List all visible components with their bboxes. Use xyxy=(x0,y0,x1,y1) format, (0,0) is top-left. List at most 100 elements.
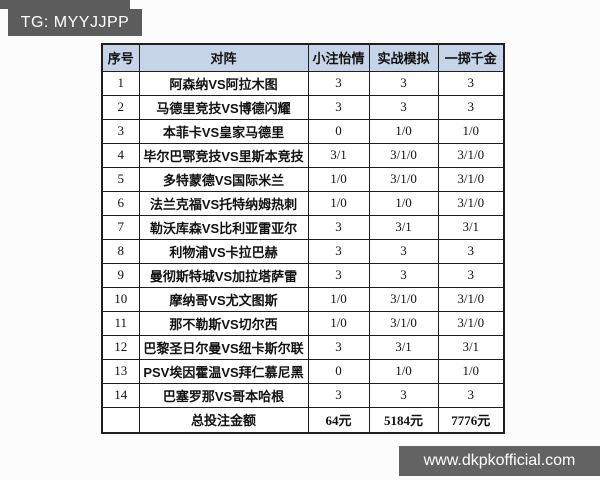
row-matchup: 那不勒斯VS切尔西 xyxy=(138,310,309,336)
row-small-bet: 3 xyxy=(307,238,370,264)
table-row: 9 曼彻斯特城VS加拉塔萨雷 3 3 3 xyxy=(101,262,505,288)
col-header-simulation: 实战模拟 xyxy=(368,43,439,72)
table-row: 14 巴塞罗那VS哥本哈根 3 3 3 xyxy=(101,382,505,408)
total-simulation: 5184元 xyxy=(368,406,439,434)
table-row: 8 利物浦VS卡拉巴赫 3 3 3 xyxy=(101,238,505,264)
row-big-bet: 3/1/0 xyxy=(437,190,505,216)
col-header-small-bet: 小注怡情 xyxy=(307,43,370,72)
table-row: 11 那不勒斯VS切尔西 1/0 3/1/0 3/1/0 xyxy=(101,310,505,336)
row-matchup: 摩纳哥VS尤文图斯 xyxy=(138,286,309,312)
total-big-bet: 7776元 xyxy=(437,406,505,434)
row-small-bet: 0 xyxy=(307,118,370,144)
row-simulation: 3/1/0 xyxy=(368,142,439,168)
row-matchup: 曼彻斯特城VS加拉塔萨雷 xyxy=(138,262,309,288)
table-row: 3 本菲卡VS皇家马德里 0 1/0 1/0 xyxy=(101,118,505,144)
row-matchup: 勒沃库森VS比利亚雷亚尔 xyxy=(138,214,309,240)
row-index: 12 xyxy=(101,334,140,360)
table-row: 1 阿森纳VS阿拉木图 3 3 3 xyxy=(101,70,505,96)
row-small-bet: 3 xyxy=(307,262,370,288)
row-matchup: 多特蒙德VS国际米兰 xyxy=(138,166,309,192)
row-small-bet: 1/0 xyxy=(307,286,370,312)
table-row: 6 法兰克福VS托特纳姆热刺 1/0 1/0 3/1/0 xyxy=(101,190,505,216)
telegram-badge: TG: MYYJJPP xyxy=(8,9,142,36)
row-big-bet: 3/1/0 xyxy=(437,286,505,312)
row-matchup: 巴塞罗那VS哥本哈根 xyxy=(138,382,309,408)
row-index: 9 xyxy=(101,262,140,288)
total-small-bet: 64元 xyxy=(307,406,370,434)
row-index: 4 xyxy=(101,142,140,168)
row-simulation: 3/1 xyxy=(368,334,439,360)
col-header-big-bet: 一掷千金 xyxy=(437,43,505,72)
row-matchup: 马德里竞技VS博德闪耀 xyxy=(138,94,309,120)
row-index: 3 xyxy=(101,118,140,144)
col-header-index: 序号 xyxy=(101,43,140,72)
total-empty-cell xyxy=(101,406,140,434)
watermark-bar: www.dkpkofficial.com xyxy=(399,446,600,476)
table-row: 4 毕尔巴鄂竞技VS里斯本竞技 3/1 3/1/0 3/1/0 xyxy=(101,142,505,168)
row-small-bet: 3 xyxy=(307,334,370,360)
row-index: 6 xyxy=(101,190,140,216)
row-small-bet: 1/0 xyxy=(307,190,370,216)
row-big-bet: 1/0 xyxy=(437,358,505,384)
row-matchup: 毕尔巴鄂竞技VS里斯本竞技 xyxy=(138,142,309,168)
row-matchup: 本菲卡VS皇家马德里 xyxy=(138,118,309,144)
row-small-bet: 0 xyxy=(307,358,370,384)
row-big-bet: 3 xyxy=(437,70,505,96)
row-small-bet: 3 xyxy=(307,382,370,408)
row-index: 5 xyxy=(101,166,140,192)
table-row: 12 巴黎圣日尔曼VS纽卡斯尔联 3 3/1 3/1 xyxy=(101,334,505,360)
total-row: 总投注金额 64元 5184元 7776元 xyxy=(101,406,505,434)
row-simulation: 1/0 xyxy=(368,190,439,216)
row-big-bet: 3 xyxy=(437,262,505,288)
bets-table: 序号 对阵 小注怡情 实战模拟 一掷千金 1 阿森纳VS阿拉木图 3 3 3 2 马德里竞技… xyxy=(101,43,505,434)
row-index: 8 xyxy=(101,238,140,264)
row-matchup: 利物浦VS卡拉巴赫 xyxy=(138,238,309,264)
row-simulation: 3 xyxy=(368,262,439,288)
watermark-url: www.dkpkofficial.com xyxy=(423,452,576,469)
row-small-bet: 1/0 xyxy=(307,310,370,336)
row-index: 7 xyxy=(101,214,140,240)
row-matchup: 法兰克福VS托特纳姆热刺 xyxy=(138,190,309,216)
row-simulation: 3 xyxy=(368,382,439,408)
row-simulation: 3/1/0 xyxy=(368,310,439,336)
table-row: 5 多特蒙德VS国际米兰 1/0 3/1/0 3/1/0 xyxy=(101,166,505,192)
row-simulation: 1/0 xyxy=(368,118,439,144)
row-big-bet: 3/1/0 xyxy=(437,142,505,168)
row-small-bet: 3 xyxy=(307,214,370,240)
table-row: 2 马德里竞技VS博德闪耀 3 3 3 xyxy=(101,94,505,120)
row-simulation: 3 xyxy=(368,70,439,96)
row-matchup: 阿森纳VS阿拉木图 xyxy=(138,70,309,96)
col-header-matchup: 对阵 xyxy=(138,43,309,72)
row-big-bet: 3/1 xyxy=(437,334,505,360)
row-simulation: 3/1/0 xyxy=(368,166,439,192)
row-index: 2 xyxy=(101,94,140,120)
row-small-bet: 3/1 xyxy=(307,142,370,168)
table-row: 7 勒沃库森VS比利亚雷亚尔 3 3/1 3/1 xyxy=(101,214,505,240)
row-small-bet: 3 xyxy=(307,70,370,96)
row-big-bet: 3 xyxy=(437,382,505,408)
row-index: 1 xyxy=(101,70,140,96)
row-matchup: PSV埃因霍温VS拜仁慕尼黑 xyxy=(138,358,309,384)
total-label: 总投注金额 xyxy=(138,406,309,434)
badge-top-strip xyxy=(0,0,130,9)
row-big-bet: 1/0 xyxy=(437,118,505,144)
row-small-bet: 1/0 xyxy=(307,166,370,192)
row-big-bet: 3 xyxy=(437,238,505,264)
row-simulation: 1/0 xyxy=(368,358,439,384)
row-simulation: 3/1 xyxy=(368,214,439,240)
row-big-bet: 3/1/0 xyxy=(437,166,505,192)
row-small-bet: 3 xyxy=(307,94,370,120)
row-index: 13 xyxy=(101,358,140,384)
row-big-bet: 3 xyxy=(437,94,505,120)
telegram-badge-text: TG: MYYJJPP xyxy=(20,13,130,31)
row-big-bet: 3/1/0 xyxy=(437,310,505,336)
row-matchup: 巴黎圣日尔曼VS纽卡斯尔联 xyxy=(138,334,309,360)
row-index: 11 xyxy=(101,310,140,336)
table-row: 10 摩纳哥VS尤文图斯 1/0 3/1/0 3/1/0 xyxy=(101,286,505,312)
row-big-bet: 3/1 xyxy=(437,214,505,240)
row-simulation: 3 xyxy=(368,94,439,120)
header-row: 序号 对阵 小注怡情 实战模拟 一掷千金 xyxy=(101,43,505,72)
row-simulation: 3 xyxy=(368,238,439,264)
row-index: 10 xyxy=(101,286,140,312)
table-row: 13 PSV埃因霍温VS拜仁慕尼黑 0 1/0 1/0 xyxy=(101,358,505,384)
